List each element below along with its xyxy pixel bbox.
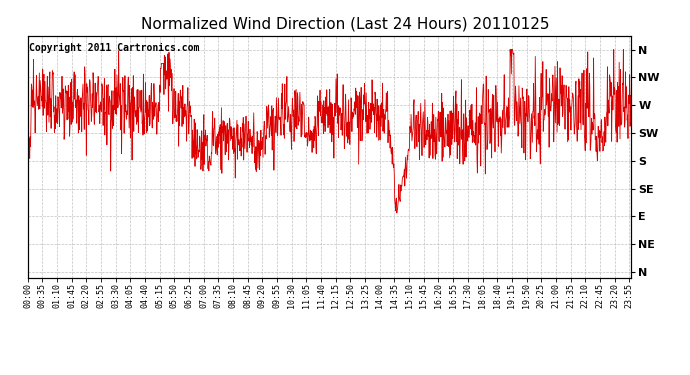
Text: Normalized Wind Direction (Last 24 Hours) 20110125: Normalized Wind Direction (Last 24 Hours… — [141, 17, 549, 32]
Text: Copyright 2011 Cartronics.com: Copyright 2011 Cartronics.com — [30, 43, 200, 53]
